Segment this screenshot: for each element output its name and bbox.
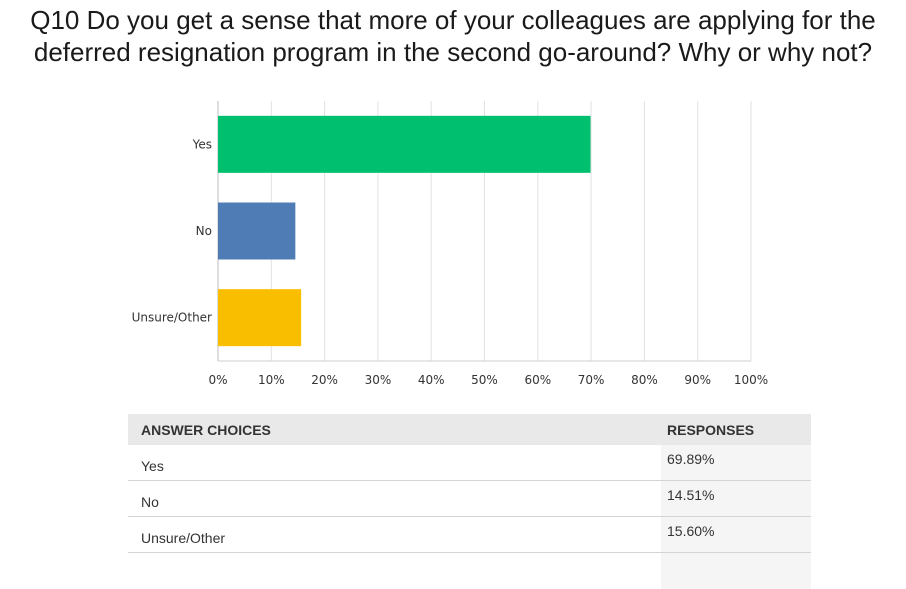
bar: [218, 202, 296, 260]
row-choice: Unsure/Other: [141, 530, 226, 546]
tick-label: 60%: [524, 373, 551, 387]
tick-label: 50%: [471, 373, 498, 387]
bar: [218, 115, 591, 173]
header-answer-choices: ANSWER CHOICES: [141, 422, 271, 438]
tick-label: 30%: [365, 373, 392, 387]
tick-label: 100%: [734, 373, 768, 387]
table-row: Yes 69.89%: [128, 445, 811, 481]
tick-label: 90%: [684, 373, 711, 387]
row-response: 15.60%: [667, 523, 715, 539]
tick-label: 70%: [578, 373, 605, 387]
tick-labels: 0% 10% 20% 30% 40% 50% 60% 70% 80% 90% 100%: [208, 373, 768, 387]
row-choice: Yes: [141, 458, 164, 474]
table-header: ANSWER CHOICES RESPONSES: [128, 414, 811, 445]
tick-label: 80%: [631, 373, 658, 387]
table-row: Unsure/Other 15.60%: [128, 517, 811, 553]
category-labels: Yes No Unsure/Other: [132, 137, 212, 324]
row-response: 69.89%: [667, 451, 715, 467]
tick-label: 20%: [311, 373, 338, 387]
category-label: Yes: [192, 137, 212, 151]
row-choice: No: [141, 494, 159, 510]
tick-label: 10%: [258, 373, 285, 387]
question-title: Q10 Do you get a sense that more of your…: [0, 4, 906, 68]
row-response: 14.51%: [667, 487, 715, 503]
question-title-line-1: Q10 Do you get a sense that more of your…: [30, 5, 876, 35]
table-row: No 14.51%: [128, 481, 811, 517]
category-label: No: [196, 224, 212, 238]
bar: [218, 289, 302, 347]
response-table: ANSWER CHOICES RESPONSES Yes 69.89% No 1…: [128, 414, 811, 589]
tick-label: 40%: [418, 373, 445, 387]
bars: [218, 115, 591, 347]
category-label: Unsure/Other: [132, 311, 212, 325]
bar-chart: Yes No Unsure/Other 0% 10% 20% 30% 40% 50% 60% 70…: [132, 101, 768, 387]
tick-label: 0%: [208, 373, 227, 387]
header-responses: RESPONSES: [667, 422, 755, 438]
question-title-line-2: deferred resignation program in the seco…: [33, 37, 873, 67]
